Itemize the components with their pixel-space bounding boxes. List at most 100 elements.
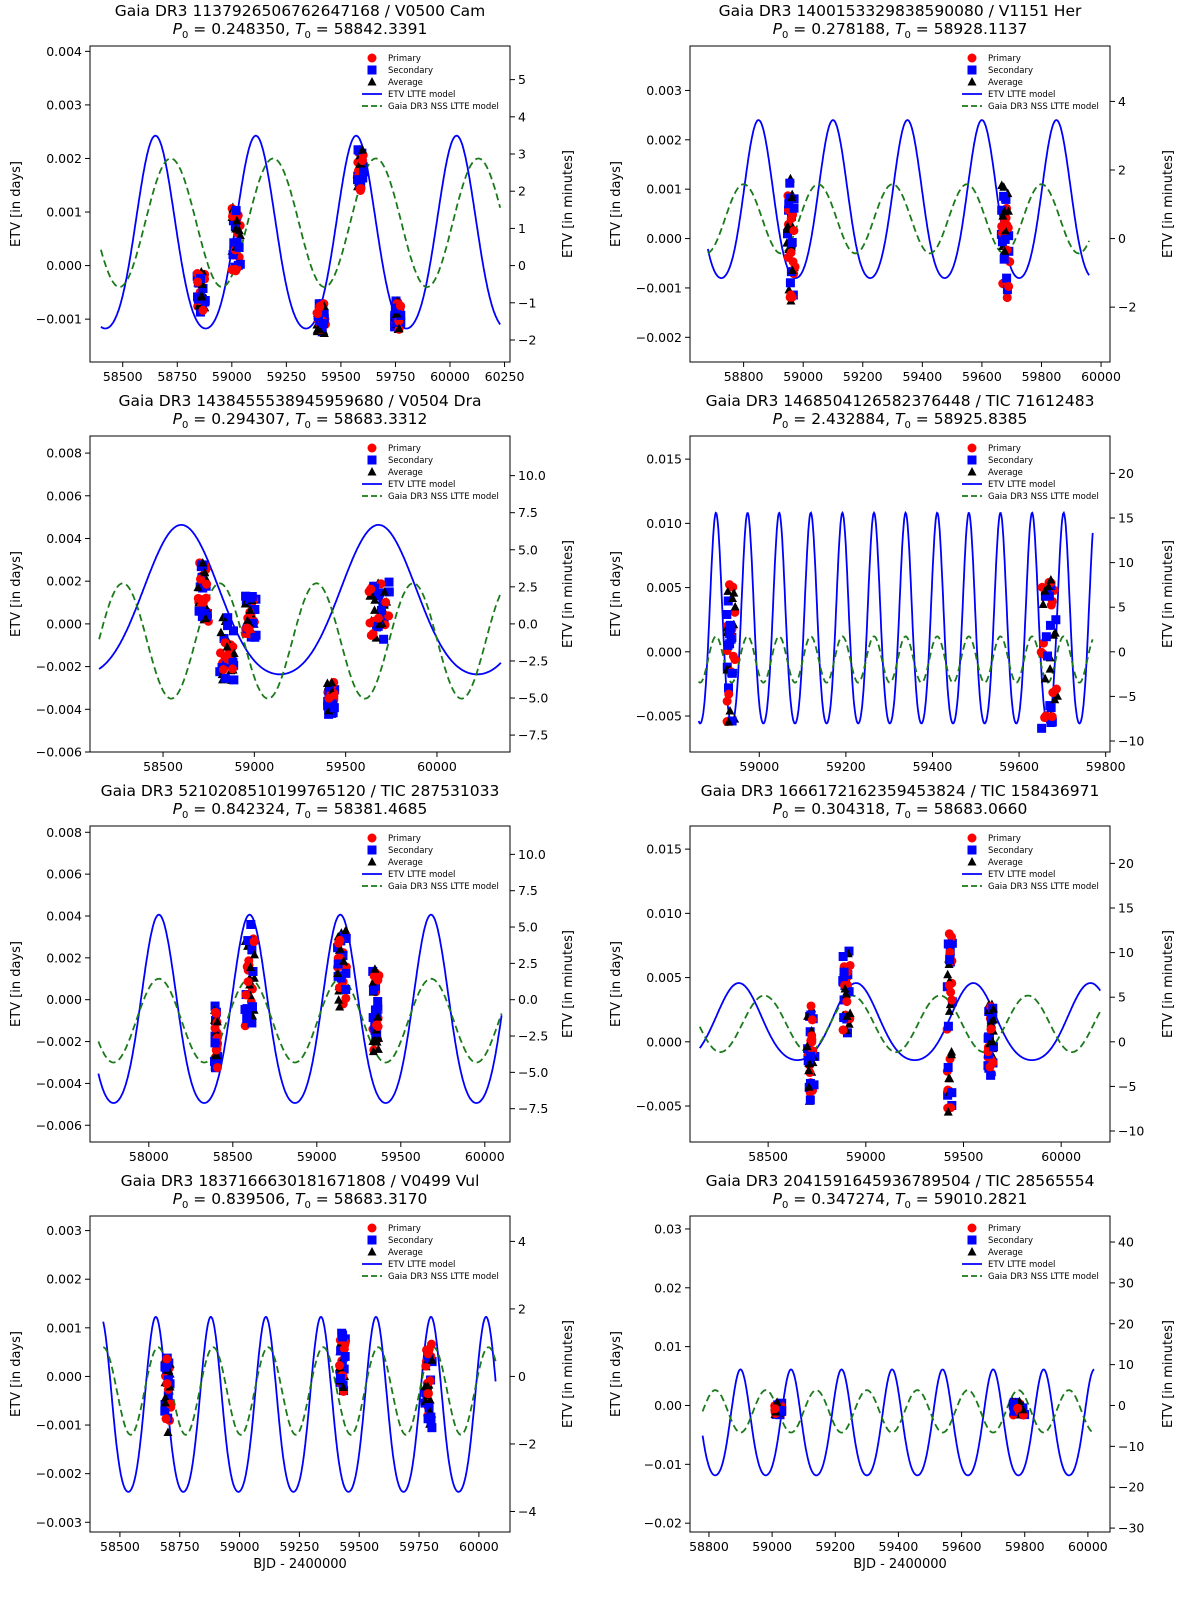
- y-tick-label: 0.002: [646, 132, 682, 147]
- legend-average-marker: [367, 1247, 377, 1256]
- primary-point: [162, 1354, 172, 1364]
- average-point: [988, 1014, 998, 1024]
- y-tick-label: −0.002: [36, 1466, 82, 1481]
- average-point: [1038, 599, 1048, 609]
- x-tick-label: 58500: [748, 1149, 788, 1164]
- chart-svg: 58500 58750 59000 59250 59500 59750 60000 −0.00…: [9, 1215, 576, 1572]
- chart-title: Gaia DR3 1400153329838590080 / V1151 Her: [718, 2, 1082, 20]
- average-point: [371, 633, 381, 642]
- average-point: [723, 586, 733, 595]
- secondary-point: [988, 1042, 998, 1052]
- y-tick-label: −0.003: [36, 1515, 82, 1530]
- y2-tick-label: −5.0: [518, 691, 548, 706]
- secondary-point: [988, 1009, 998, 1019]
- y-tick-label: 0.010: [646, 516, 682, 531]
- primary-point: [372, 1020, 382, 1030]
- average-point: [1050, 694, 1060, 704]
- average-point: [231, 223, 241, 233]
- x-tick-label: 58000: [129, 1149, 169, 1164]
- legend-label: Gaia DR3 NSS LTTE model: [988, 492, 1099, 502]
- y2-tick-label: 20: [1118, 466, 1134, 481]
- primary-point: [947, 932, 957, 942]
- legend-label: Gaia DR3 NSS LTTE model: [388, 492, 499, 502]
- legend-average-marker: [967, 1247, 977, 1256]
- gaia-nss-ltte-model-line: [103, 1346, 497, 1436]
- primary-point: [730, 655, 740, 665]
- legend-label: Gaia DR3 NSS LTTE model: [388, 1272, 499, 1282]
- primary-point: [241, 990, 251, 1000]
- y2-tick-label: −4: [518, 1504, 536, 1519]
- chart-subtitle: P0 = 0.294307, T0 = 58683.3312: [172, 410, 428, 432]
- x-tick-label: 59250: [266, 369, 306, 384]
- y-tick-label: −0.001: [36, 312, 82, 327]
- secondary-point: [805, 1095, 815, 1105]
- legend-label: Secondary: [988, 846, 1033, 856]
- secondary-point: [373, 996, 383, 1006]
- average-point: [427, 1355, 437, 1364]
- primary-point: [365, 618, 375, 628]
- average-point: [728, 593, 738, 603]
- secondary-point: [943, 1021, 953, 1031]
- average-point: [1001, 225, 1011, 235]
- y2-tick-label: 40: [1118, 1235, 1134, 1250]
- legend-label: ETV LTTE model: [988, 1260, 1055, 1270]
- legend-label: Secondary: [988, 1236, 1033, 1246]
- primary-point: [324, 693, 334, 703]
- x-tick-label: 59250: [280, 1539, 320, 1554]
- secondary-point: [160, 1406, 170, 1416]
- x-tick-label: 59500: [381, 1149, 421, 1164]
- secondary-point: [379, 634, 389, 644]
- average-point: [201, 613, 211, 623]
- y2-tick-label: 5.0: [518, 542, 538, 557]
- average-point: [197, 279, 207, 288]
- primary-point: [198, 594, 208, 604]
- average-point: [372, 1037, 382, 1046]
- secondary-point: [1046, 718, 1056, 728]
- average-point: [423, 1381, 433, 1390]
- y2-tick-label: 5: [1118, 990, 1126, 1005]
- secondary-point: [368, 985, 378, 995]
- plot-frame: [689, 45, 1111, 363]
- average-point: [783, 221, 793, 230]
- legend-label: ETV LTTE model: [988, 870, 1055, 880]
- secondary-point: [323, 701, 333, 711]
- x-axis-label: BJD - 2400000: [253, 1557, 347, 1572]
- y2-tick-label: 0: [1118, 231, 1126, 246]
- primary-point: [356, 183, 366, 193]
- etv-ltte-model-line: [697, 510, 1094, 725]
- secondary-point: [1044, 591, 1054, 601]
- secondary-point: [340, 1351, 350, 1361]
- x-tick-label: 58500: [213, 1149, 253, 1164]
- legend-average-marker: [367, 77, 377, 86]
- y-tick-label: −0.01: [644, 1457, 682, 1472]
- secondary-point: [844, 987, 854, 997]
- legend-average-marker: [367, 467, 377, 476]
- average-point: [368, 978, 378, 987]
- secondary-point: [785, 278, 795, 288]
- primary-point: [423, 1389, 433, 1399]
- primary-point: [193, 277, 203, 287]
- secondary-point: [333, 959, 343, 969]
- average-point: [729, 588, 739, 597]
- average-point: [335, 944, 345, 953]
- average-point: [212, 1050, 222, 1060]
- secondary-point: [243, 936, 253, 946]
- y-tick-label: −0.005: [636, 709, 682, 724]
- secondary-point: [232, 237, 242, 247]
- average-point: [947, 1047, 957, 1056]
- y-tick-label: 0.004: [46, 531, 82, 546]
- y-tick-label: −0.002: [636, 330, 682, 345]
- legend: Primary Secondary Average ETV LTTE model Gai…: [362, 1223, 499, 1282]
- x-tick-label: 59500: [326, 759, 366, 774]
- chart-svg: 58500 59000 59500 60000 −0.005 0.000 0.005 0.01…: [609, 825, 1176, 1164]
- chart-svg: 58800 59000 59200 59400 59600 59800 60000 −0.00…: [609, 45, 1176, 384]
- x-tick-label: 59000: [297, 1149, 337, 1164]
- secondary-point: [787, 237, 797, 247]
- legend-secondary-marker: [967, 65, 977, 75]
- y-tick-label: 0.00: [654, 1398, 682, 1413]
- average-point: [160, 1397, 170, 1407]
- primary-point: [161, 1414, 171, 1424]
- chart-subtitle: P0 = 0.248350, T0 = 58842.3391: [172, 20, 428, 42]
- secondary-point: [324, 709, 334, 719]
- average-point: [373, 1044, 383, 1053]
